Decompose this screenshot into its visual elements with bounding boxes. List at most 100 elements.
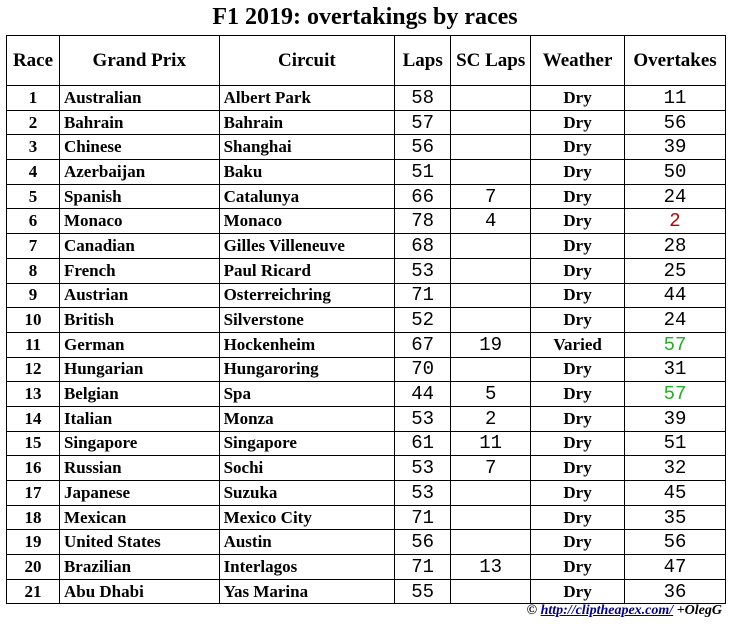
table-body: 1 Australian Albert Park 58 Dry 11 2 Bahrain Bah… bbox=[6, 85, 726, 605]
cell: 18 bbox=[6, 504, 60, 531]
cell: Albert Park bbox=[218, 85, 396, 111]
cell: 32 bbox=[624, 455, 726, 481]
cell: 11 bbox=[6, 331, 60, 358]
cell: United States bbox=[58, 529, 220, 556]
title: F1 2019: overtakings by races bbox=[212, 4, 518, 30]
cell: 19 bbox=[6, 529, 60, 556]
cell: 58 bbox=[394, 85, 452, 111]
header-text: SC Laps bbox=[456, 49, 526, 71]
cell: 16 bbox=[6, 455, 60, 481]
row: 4 Azerbaijan Baku 51 Dry 50 bbox=[6, 159, 726, 185]
row: 20 Brazilian Interlagos 71 13 Dry 47 bbox=[6, 554, 726, 580]
row: 12 Hungarian Hungaroring 70 Dry 31 bbox=[6, 356, 726, 383]
cell: Interlagos bbox=[218, 554, 396, 580]
cell bbox=[450, 257, 532, 284]
cell: Dry bbox=[530, 85, 626, 111]
cell: Dry bbox=[530, 381, 626, 407]
cell: Suzuka bbox=[218, 480, 396, 506]
cell: Hockenheim bbox=[218, 331, 396, 358]
cell: Japanese bbox=[58, 480, 220, 506]
cell: 13 bbox=[6, 381, 60, 407]
cell: 53 bbox=[394, 405, 452, 432]
cell: 4 bbox=[6, 159, 60, 185]
cell: 2 bbox=[6, 109, 60, 136]
cell: 1 bbox=[6, 85, 60, 111]
header-cell: Laps bbox=[394, 35, 452, 86]
cell: 39 bbox=[624, 134, 726, 161]
row: 13 Belgian Spa 44 5 Dry 57 bbox=[6, 381, 726, 407]
author: +OlegG bbox=[676, 603, 722, 618]
cell: Azerbaijan bbox=[58, 159, 220, 185]
cell: Dry bbox=[530, 504, 626, 531]
cell: 71 bbox=[394, 282, 452, 309]
cell: 68 bbox=[394, 233, 452, 259]
header-cell: Overtakes bbox=[624, 35, 726, 86]
cell: 71 bbox=[394, 554, 452, 580]
cell bbox=[450, 356, 532, 383]
cell: 7 bbox=[450, 183, 532, 210]
cell: 78 bbox=[394, 208, 452, 235]
cell: Hungarian bbox=[58, 356, 220, 383]
cell: Varied bbox=[530, 331, 626, 358]
cell: Dry bbox=[530, 554, 626, 580]
cell: Spa bbox=[218, 381, 396, 407]
cell: 21 bbox=[6, 578, 60, 605]
header-row: Race Grand Prix Circuit Laps SC Laps Weather O… bbox=[6, 35, 726, 86]
cell: 17 bbox=[6, 480, 60, 506]
cell: Dry bbox=[530, 480, 626, 506]
cell: Dry bbox=[530, 134, 626, 161]
row: 11 German Hockenheim 67 19 Varied 57 bbox=[6, 331, 726, 358]
cell: Dry bbox=[530, 282, 626, 309]
cell: Dry bbox=[530, 405, 626, 432]
cell: French bbox=[58, 257, 220, 284]
cell: Singapore bbox=[58, 430, 220, 457]
cell: 57 bbox=[394, 109, 452, 136]
cell: 10 bbox=[6, 307, 60, 333]
header-text: Race bbox=[12, 49, 54, 71]
row: 17 Japanese Suzuka 53 Dry 45 bbox=[6, 480, 726, 506]
link[interactable]: http://cliptheapex.com/ bbox=[540, 603, 674, 618]
cell: Bahrain bbox=[218, 109, 396, 136]
cell: 57 bbox=[624, 381, 726, 407]
cell: 51 bbox=[624, 430, 726, 457]
cell: Dry bbox=[530, 430, 626, 457]
cell: 19 bbox=[450, 331, 532, 358]
cell: 11 bbox=[450, 430, 532, 457]
cell: Australian bbox=[58, 85, 220, 111]
header-cell: Grand Prix bbox=[58, 35, 220, 86]
cell: 6 bbox=[6, 208, 60, 235]
cell: Dry bbox=[530, 455, 626, 481]
cell: 44 bbox=[624, 282, 726, 309]
cell: Brazilian bbox=[58, 554, 220, 580]
cell: Baku bbox=[218, 159, 396, 185]
cell: Belgian bbox=[58, 381, 220, 407]
cell: Yas Marina bbox=[218, 578, 396, 605]
cell: Canadian bbox=[58, 233, 220, 259]
cell: 7 bbox=[450, 455, 532, 481]
row: 16 Russian Sochi 53 7 Dry 32 bbox=[6, 455, 726, 481]
cell: Dry bbox=[530, 208, 626, 235]
cell: Monaco bbox=[58, 208, 220, 235]
cell: German bbox=[58, 331, 220, 358]
cell: Gilles Villeneuve bbox=[218, 233, 396, 259]
cell: 9 bbox=[6, 282, 60, 309]
cell: Abu Dhabi bbox=[58, 578, 220, 605]
cell: Dry bbox=[530, 183, 626, 210]
cell: 2 bbox=[450, 405, 532, 432]
cell: 3 bbox=[6, 134, 60, 161]
cell: 5 bbox=[6, 183, 60, 210]
cell bbox=[450, 578, 532, 605]
row: 10 British Silverstone 52 Dry 24 bbox=[6, 307, 726, 333]
cell: 55 bbox=[394, 578, 452, 605]
cell: Singapore bbox=[218, 430, 396, 457]
cell: Austrian bbox=[58, 282, 220, 309]
cell: Mexico City bbox=[218, 504, 396, 531]
cell: 13 bbox=[450, 554, 532, 580]
cell: Bahrain bbox=[58, 109, 220, 136]
cell: 11 bbox=[624, 85, 726, 111]
cell: 56 bbox=[624, 529, 726, 556]
cell: 15 bbox=[6, 430, 60, 457]
row: 18 Mexican Mexico City 71 Dry 35 bbox=[6, 504, 726, 531]
cell: 25 bbox=[624, 257, 726, 284]
